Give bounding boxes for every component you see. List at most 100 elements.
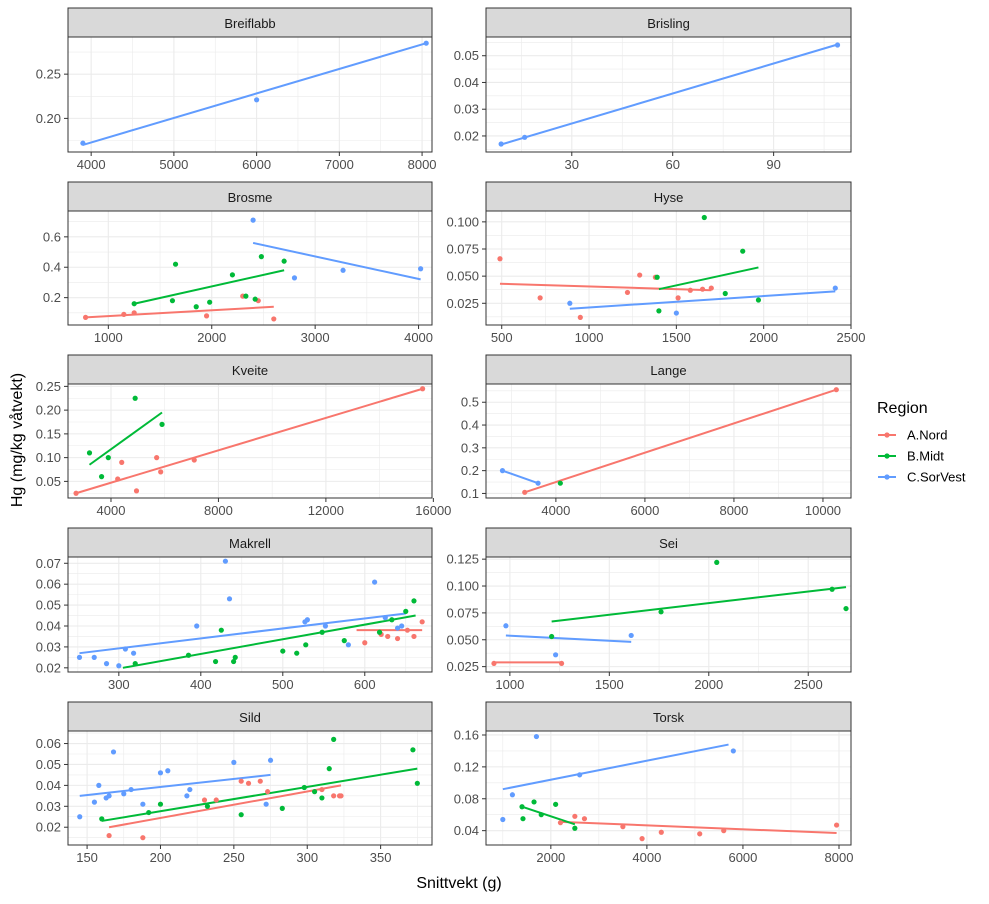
- data-point-b-midt: [714, 559, 720, 565]
- legend-item: C.SorVest: [878, 470, 966, 485]
- x-tick-label: 500: [491, 330, 513, 345]
- data-point-a-nord: [491, 660, 497, 667]
- data-point-a-nord: [82, 314, 89, 320]
- data-point-c-sorvest: [77, 814, 83, 820]
- data-point-b-midt: [132, 661, 138, 667]
- y-tick-label: 0.075: [446, 242, 479, 257]
- legend-key-point: [884, 432, 890, 438]
- data-point-a-nord: [362, 640, 368, 646]
- data-point-b-midt: [207, 299, 213, 305]
- data-point-c-sorvest: [499, 468, 506, 474]
- y-tick-label: 0.04: [454, 823, 479, 838]
- data-point-c-sorvest: [382, 615, 388, 621]
- data-point-c-sorvest: [194, 623, 200, 629]
- data-point-c-sorvest: [628, 632, 634, 639]
- gridlines: [486, 37, 851, 152]
- facet-title: Hyse: [654, 190, 684, 205]
- data-point-c-sorvest: [503, 623, 509, 629]
- legend-label: A.Nord: [907, 428, 947, 443]
- plot-area: [68, 557, 432, 672]
- data-point-a-nord: [154, 455, 160, 461]
- facet-strip: [67, 527, 433, 558]
- gridlines: [68, 211, 432, 325]
- x-tick-label: 4000: [77, 157, 106, 172]
- data-point-b-midt: [159, 421, 165, 427]
- panel-border: [67, 730, 433, 846]
- facet-strip: [67, 701, 433, 732]
- data-point-c-sorvest: [673, 310, 679, 316]
- x-tick-label: 2500: [794, 677, 823, 692]
- data-point-b-midt: [105, 455, 111, 461]
- y-tick-label: 0.10: [36, 450, 61, 465]
- facet-lange: Lange 4000 6000 8000 10000 0.1 0.2 0.3 0.4 0.5: [461, 354, 852, 518]
- data-point-a-nord: [133, 488, 140, 494]
- panel-border: [485, 730, 852, 846]
- fit-line-a-nord: [85, 305, 274, 319]
- x-tick-label: 150: [76, 850, 98, 865]
- facet-title: Sei: [659, 536, 678, 551]
- data-point-a-nord: [121, 311, 127, 317]
- data-point-a-nord: [213, 797, 219, 803]
- fit-line-c-sorvest: [252, 241, 421, 281]
- fit-line-a-nord: [499, 282, 712, 292]
- data-point-a-nord: [833, 822, 840, 828]
- facet-strip: [485, 701, 852, 732]
- data-point-b-midt: [572, 825, 578, 831]
- data-point-b-midt: [301, 784, 307, 791]
- data-point-b-midt: [99, 816, 105, 822]
- data-point-c-sorvest: [567, 300, 573, 306]
- panel-border: [67, 383, 433, 499]
- x-tick-label: 200: [150, 850, 172, 865]
- data-point-a-nord: [106, 832, 112, 839]
- fit-line-c-sorvest: [505, 634, 632, 643]
- data-point-b-midt: [557, 480, 563, 486]
- data-point-b-midt: [843, 605, 849, 612]
- data-point-c-sorvest: [577, 772, 583, 778]
- facet-brosme: Brosme 1000 2000 3000 4000 0.2 0.4 0.6: [43, 181, 433, 345]
- legend-label: B.Midt: [907, 449, 944, 464]
- x-tick-label: 6000: [242, 157, 271, 172]
- data-point-a-nord: [708, 285, 714, 291]
- x-tick-label: 2000: [536, 850, 565, 865]
- data-point-b-midt: [169, 298, 176, 304]
- y-tick-label: 0.4: [43, 260, 61, 275]
- data-point-a-nord: [699, 286, 706, 292]
- data-point-c-sorvest: [110, 749, 117, 755]
- data-point-b-midt: [326, 766, 332, 772]
- x-tick-label: 7000: [325, 157, 354, 172]
- y-tick-label: 0.1: [461, 486, 479, 501]
- data-point-a-nord: [140, 835, 146, 841]
- data-point-b-midt: [658, 609, 664, 615]
- y-tick-label: 0.04: [36, 778, 61, 793]
- data-point-a-nord: [624, 289, 631, 296]
- data-point-c-sorvest: [165, 768, 171, 774]
- data-point-c-sorvest: [553, 652, 559, 658]
- facet-strip: [67, 181, 433, 212]
- facet-title: Sild: [239, 710, 261, 725]
- x-tick-label: 1000: [94, 330, 123, 345]
- y-tick-label: 0.2: [43, 290, 61, 305]
- data-point-b-midt: [193, 304, 199, 310]
- gridlines: [68, 37, 432, 152]
- data-point-b-midt: [654, 274, 660, 280]
- data-point-a-nord: [637, 272, 643, 278]
- data-point-b-midt: [389, 617, 395, 623]
- data-point-b-midt: [411, 598, 417, 604]
- data-point-c-sorvest: [730, 748, 736, 754]
- y-tick-label: 0.5: [461, 395, 479, 410]
- facet-hyse: Hyse 500 1000 1500 2000 2500 0.025 0.050 0.075 0.…: [446, 181, 865, 345]
- gridlines: [68, 557, 432, 672]
- y-tick-label: 0.2: [461, 463, 479, 478]
- data-point-b-midt: [403, 608, 409, 614]
- y-tick-label: 0.050: [446, 269, 479, 284]
- data-point-a-nord: [115, 476, 121, 482]
- fit-line-b-midt: [88, 411, 163, 466]
- data-point-b-midt: [204, 803, 211, 809]
- data-point-c-sorvest: [500, 816, 506, 823]
- y-tick-label: 0.100: [446, 579, 479, 594]
- data-point-a-nord: [419, 386, 426, 392]
- data-point-a-nord: [394, 635, 401, 642]
- data-point-c-sorvest: [121, 791, 127, 797]
- x-tick-label: 300: [108, 677, 130, 692]
